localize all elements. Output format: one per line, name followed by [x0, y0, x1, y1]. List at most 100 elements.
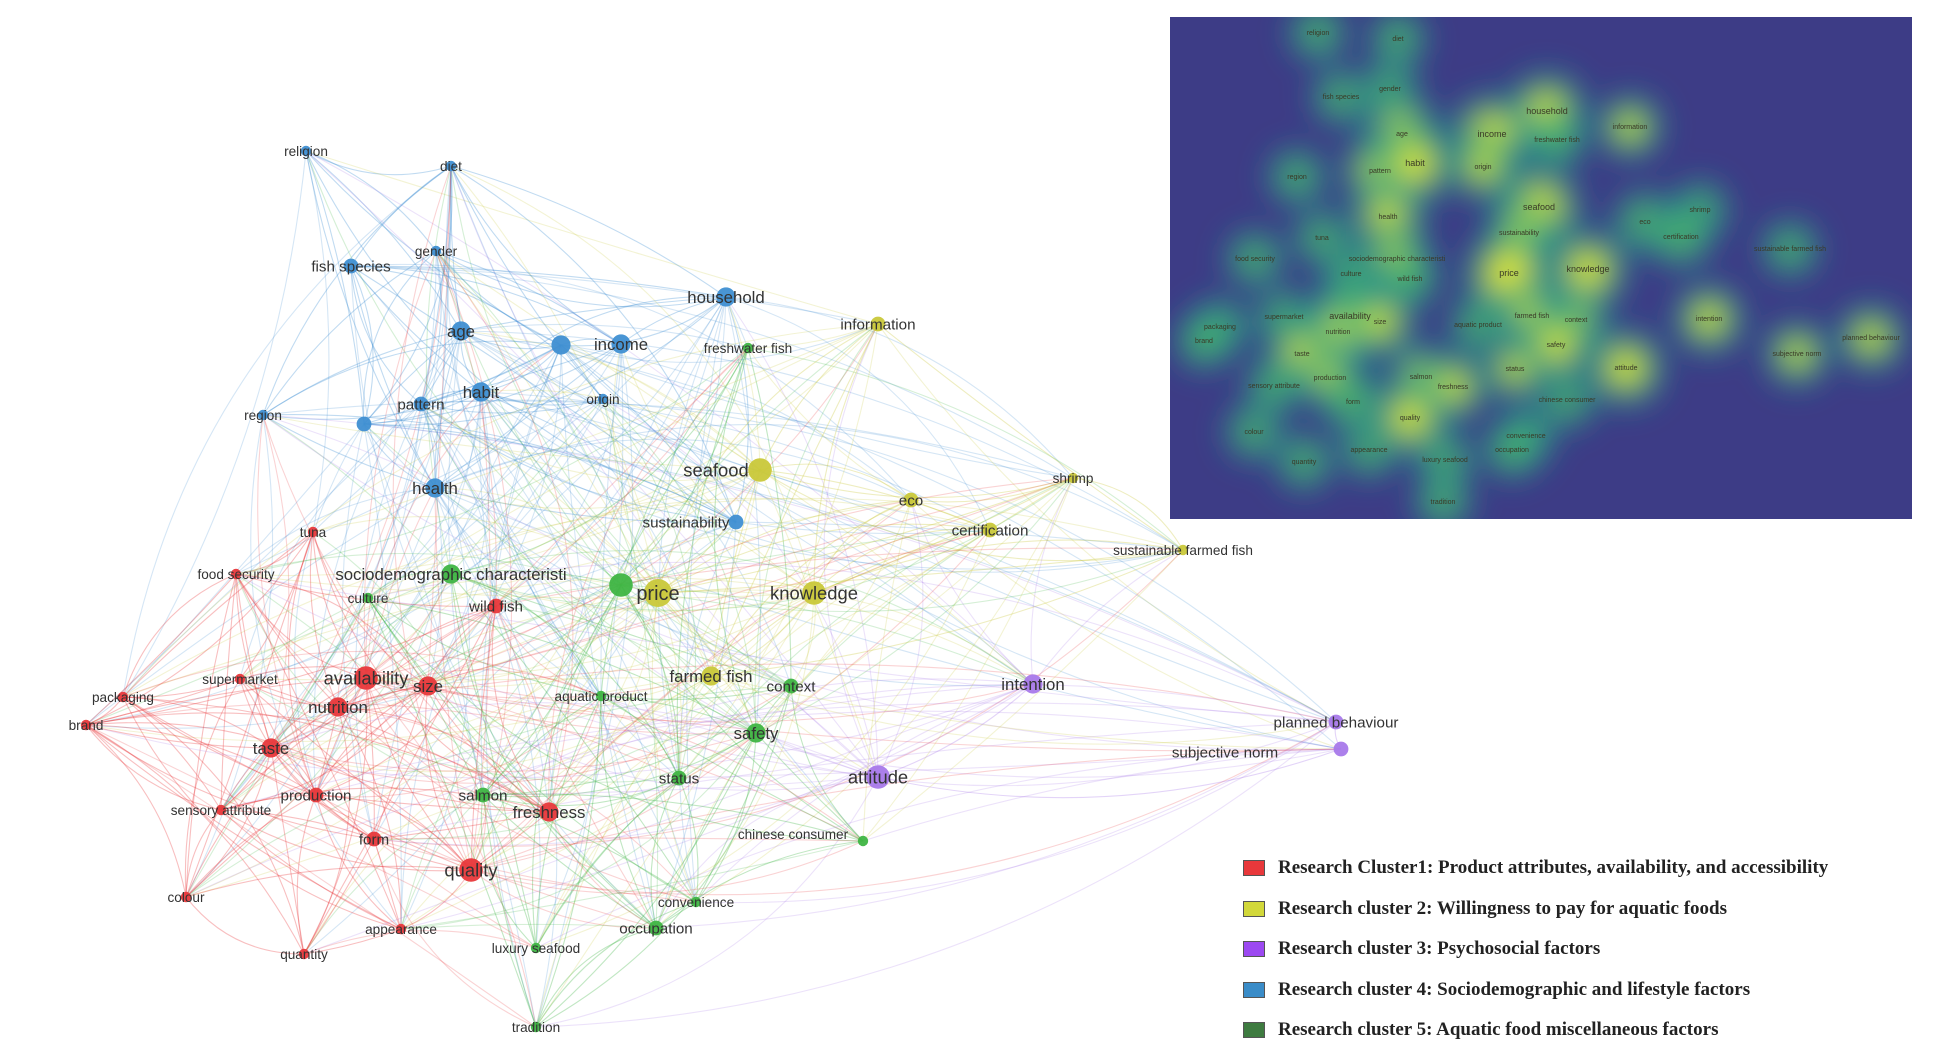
node-intention[interactable]: [1023, 674, 1043, 694]
node-occupation[interactable]: [648, 920, 664, 936]
node-appearance[interactable]: [395, 923, 407, 935]
node-farmed-fish[interactable]: [701, 666, 721, 686]
node-diet[interactable]: [445, 160, 457, 172]
node-eco[interactable]: [903, 492, 919, 508]
node-wild-fish[interactable]: [488, 598, 504, 614]
node-taste[interactable]: [261, 738, 281, 758]
node-pattern2[interactable]: [356, 416, 372, 432]
network-edge: [450, 165, 879, 778]
node-food-security[interactable]: [230, 568, 242, 580]
node-nutrition[interactable]: [328, 697, 348, 717]
node-sustainability[interactable]: [728, 514, 744, 530]
node-colour[interactable]: [180, 891, 192, 903]
node-label: nutrition: [308, 698, 368, 717]
network-edge: [288, 531, 317, 796]
node-sensory-attribute[interactable]: [215, 804, 227, 816]
node-certification[interactable]: [982, 522, 998, 538]
network-edge: [239, 576, 659, 680]
network-edge: [482, 732, 757, 798]
node-shrimp[interactable]: [1067, 472, 1079, 484]
network-edge: [367, 343, 622, 599]
node-gender[interactable]: [430, 245, 442, 257]
node-chinese-consumer[interactable]: [857, 835, 869, 847]
node-information[interactable]: [870, 316, 886, 332]
heatmap-density-blob: [1185, 322, 1223, 360]
network-edge: [602, 398, 879, 778]
heatmap-density-blob: [1392, 400, 1428, 436]
legend-label: Research Cluster1: Product attributes, a…: [1278, 857, 1829, 879]
network-edge: [450, 165, 864, 842]
node-culture[interactable]: [362, 592, 374, 604]
node-sociodemographic-characteristi[interactable]: [441, 564, 461, 584]
node-price[interactable]: [644, 579, 672, 607]
network-edge: [350, 265, 879, 325]
node-pattern[interactable]: [413, 396, 429, 412]
network-edge: [185, 683, 1034, 898]
node-size[interactable]: [418, 676, 438, 696]
node-quality[interactable]: [459, 858, 483, 882]
heatmap-density-blob: [1569, 251, 1607, 289]
network-edge: [235, 573, 697, 903]
node-region[interactable]: [257, 409, 269, 421]
network-edge: [239, 666, 429, 687]
node-health[interactable]: [425, 478, 445, 498]
node-tuna[interactable]: [307, 526, 319, 538]
network-edge: [470, 869, 657, 929]
network-edge: [495, 343, 622, 607]
node-label: sustainability: [643, 514, 730, 531]
node-supermarket[interactable]: [234, 673, 246, 685]
node-production[interactable]: [308, 787, 324, 803]
node-brand[interactable]: [80, 719, 92, 731]
node-income2[interactable]: [551, 335, 571, 355]
node-habit[interactable]: [471, 382, 491, 402]
node-household[interactable]: [716, 287, 736, 307]
node-age[interactable]: [451, 321, 471, 341]
node-convenience[interactable]: [690, 896, 702, 908]
network-edge: [350, 265, 680, 779]
node-quantity[interactable]: [298, 948, 310, 960]
node-context[interactable]: [783, 678, 799, 694]
network-edge: [759, 323, 879, 471]
node-sustainable-farmed-fish[interactable]: [1177, 544, 1189, 556]
network-edge: [365, 323, 879, 679]
node-form[interactable]: [366, 831, 382, 847]
node-fish-species[interactable]: [343, 258, 359, 274]
network-edge: [747, 347, 1184, 551]
node-freshness[interactable]: [539, 802, 559, 822]
node-tradition[interactable]: [530, 1021, 542, 1033]
node-salmon[interactable]: [475, 787, 491, 803]
network-edge: [85, 724, 537, 1028]
network-edge: [460, 330, 991, 531]
network-edge: [315, 677, 367, 796]
network-edge: [560, 296, 727, 347]
node-aquatic-product[interactable]: [595, 690, 607, 702]
heatmap-label: eco: [1639, 219, 1650, 226]
node-status[interactable]: [671, 770, 687, 786]
node-packaging[interactable]: [117, 691, 129, 703]
node-label: household: [687, 288, 764, 307]
network-edge: [350, 265, 436, 489]
network-edge: [85, 724, 222, 811]
node-knowledge[interactable]: [802, 581, 826, 605]
node-price2[interactable]: [609, 573, 633, 597]
node-label: seafood: [683, 459, 748, 480]
node-origin[interactable]: [597, 393, 609, 405]
node-income[interactable]: [611, 334, 631, 354]
node-planned-behaviour[interactable]: [1328, 714, 1344, 730]
node-subjective-norm[interactable]: [1333, 741, 1349, 757]
network-edge: [759, 469, 879, 778]
node-seafood[interactable]: [748, 458, 772, 482]
node-label: subjective norm: [1172, 744, 1278, 761]
node-religion[interactable]: [300, 145, 312, 157]
network-edge: [185, 403, 422, 898]
node-availability[interactable]: [354, 666, 378, 690]
node-attitude[interactable]: [866, 765, 890, 789]
network-edge: [420, 250, 442, 405]
network-edge: [450, 573, 815, 612]
node-label: income: [594, 335, 648, 354]
network-edge: [235, 573, 429, 687]
node-luxury-seafood[interactable]: [530, 942, 542, 954]
node-safety[interactable]: [746, 723, 766, 743]
node-freshwater-fish[interactable]: [742, 342, 754, 354]
network-edge: [365, 573, 452, 679]
